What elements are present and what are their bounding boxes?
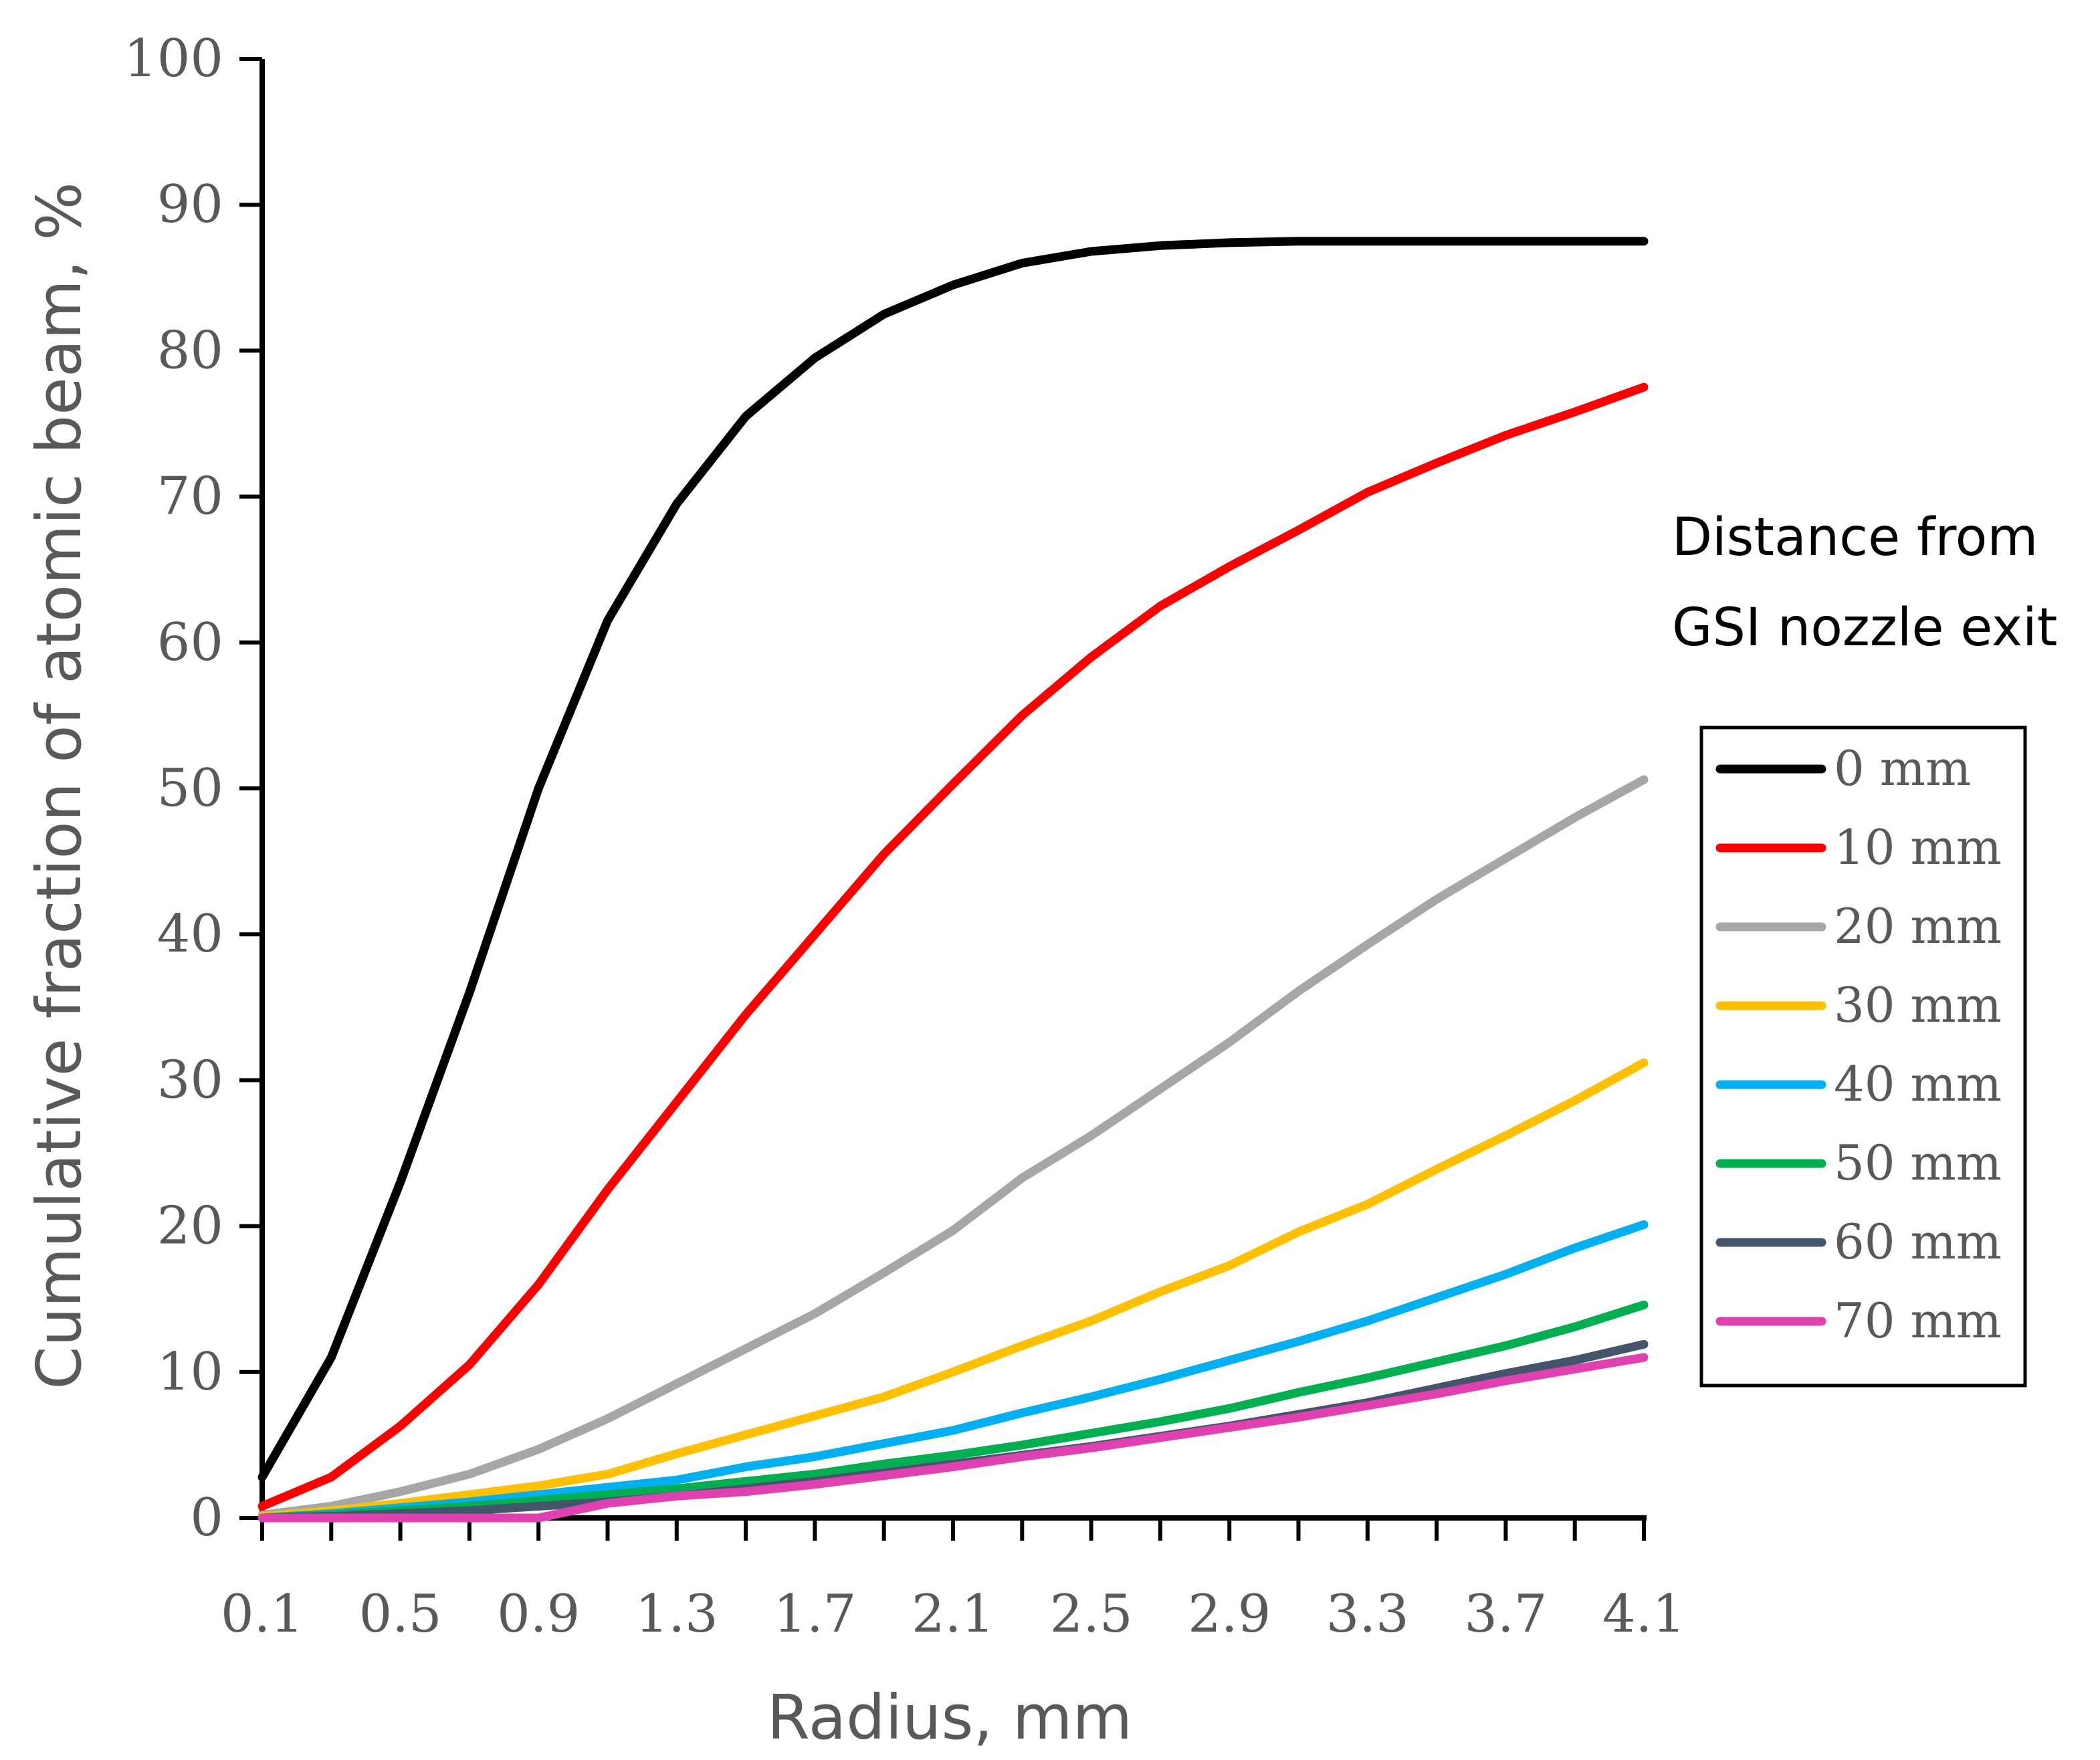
x-tick-label: 3.3 [1326, 1584, 1409, 1644]
y-tick-label: 20 [157, 1196, 223, 1256]
x-tick-label: 4.1 [1602, 1584, 1685, 1644]
series-line-70-mm [257, 1353, 1649, 1523]
x-tick-label: 0.1 [221, 1584, 304, 1644]
series-line-30-mm [257, 1058, 1649, 1521]
y-tick-label: 80 [157, 320, 223, 380]
y-axis-title: Cumulative fraction of atomic beam, % [23, 182, 95, 1390]
series-lines [257, 237, 1649, 1523]
x-axis-title: Radius, mm [767, 1682, 1132, 1753]
y-tick-label: 100 [124, 29, 223, 89]
x-tick-label: 0.5 [359, 1584, 442, 1644]
x-tick-label: 2.9 [1188, 1584, 1271, 1644]
y-tick-label: 60 [157, 613, 223, 673]
legend-label: 30 mm [1834, 977, 2002, 1033]
legend-label: 0 mm [1834, 740, 1971, 796]
legend-box [1699, 726, 2027, 1388]
legend-label: 20 mm [1834, 898, 2002, 954]
y-tick-label: 10 [157, 1342, 223, 1402]
series-line-20-mm [257, 775, 1649, 1520]
series-line-40-mm [257, 1220, 1649, 1523]
x-tick-label: 3.7 [1464, 1584, 1547, 1644]
legend: Distance from GSI nozzle exit 0 mm 10 mm 20 … [1672, 508, 2057, 1388]
legend-label: 60 mm [1834, 1214, 2002, 1270]
series-line-10-mm [257, 382, 1649, 1511]
y-tick-label: 40 [157, 904, 223, 964]
legend-title-line-1: Distance from [1672, 508, 2038, 568]
series-line-50-mm [257, 1300, 1649, 1523]
y-tick-label: 50 [157, 758, 223, 818]
legend-title-line-2: GSI nozzle exit [1672, 598, 2057, 658]
x-tick-label: 0.9 [497, 1584, 580, 1644]
legend-label: 70 mm [1834, 1293, 2002, 1349]
x-tick-label: 2.1 [912, 1584, 994, 1644]
x-tick-label: 2.5 [1050, 1584, 1133, 1644]
series-line-0-mm [257, 237, 1649, 1482]
legend-label: 10 mm [1834, 819, 2002, 875]
x-tick-label: 1.3 [635, 1584, 718, 1644]
legend-label: 50 mm [1834, 1135, 2002, 1191]
axes: 0 10 20 30 40 50 60 70 80 90 100 0.1 0.5 0.9 1.3 1.7 2.1… [124, 29, 1685, 1644]
y-tick-label: 90 [157, 175, 223, 235]
legend-label: 40 mm [1834, 1056, 2002, 1112]
x-tick-label: 1.7 [773, 1584, 856, 1644]
y-tick-label: 0 [190, 1488, 223, 1548]
y-tick-label: 70 [157, 467, 223, 527]
y-tick-label: 30 [157, 1050, 223, 1110]
